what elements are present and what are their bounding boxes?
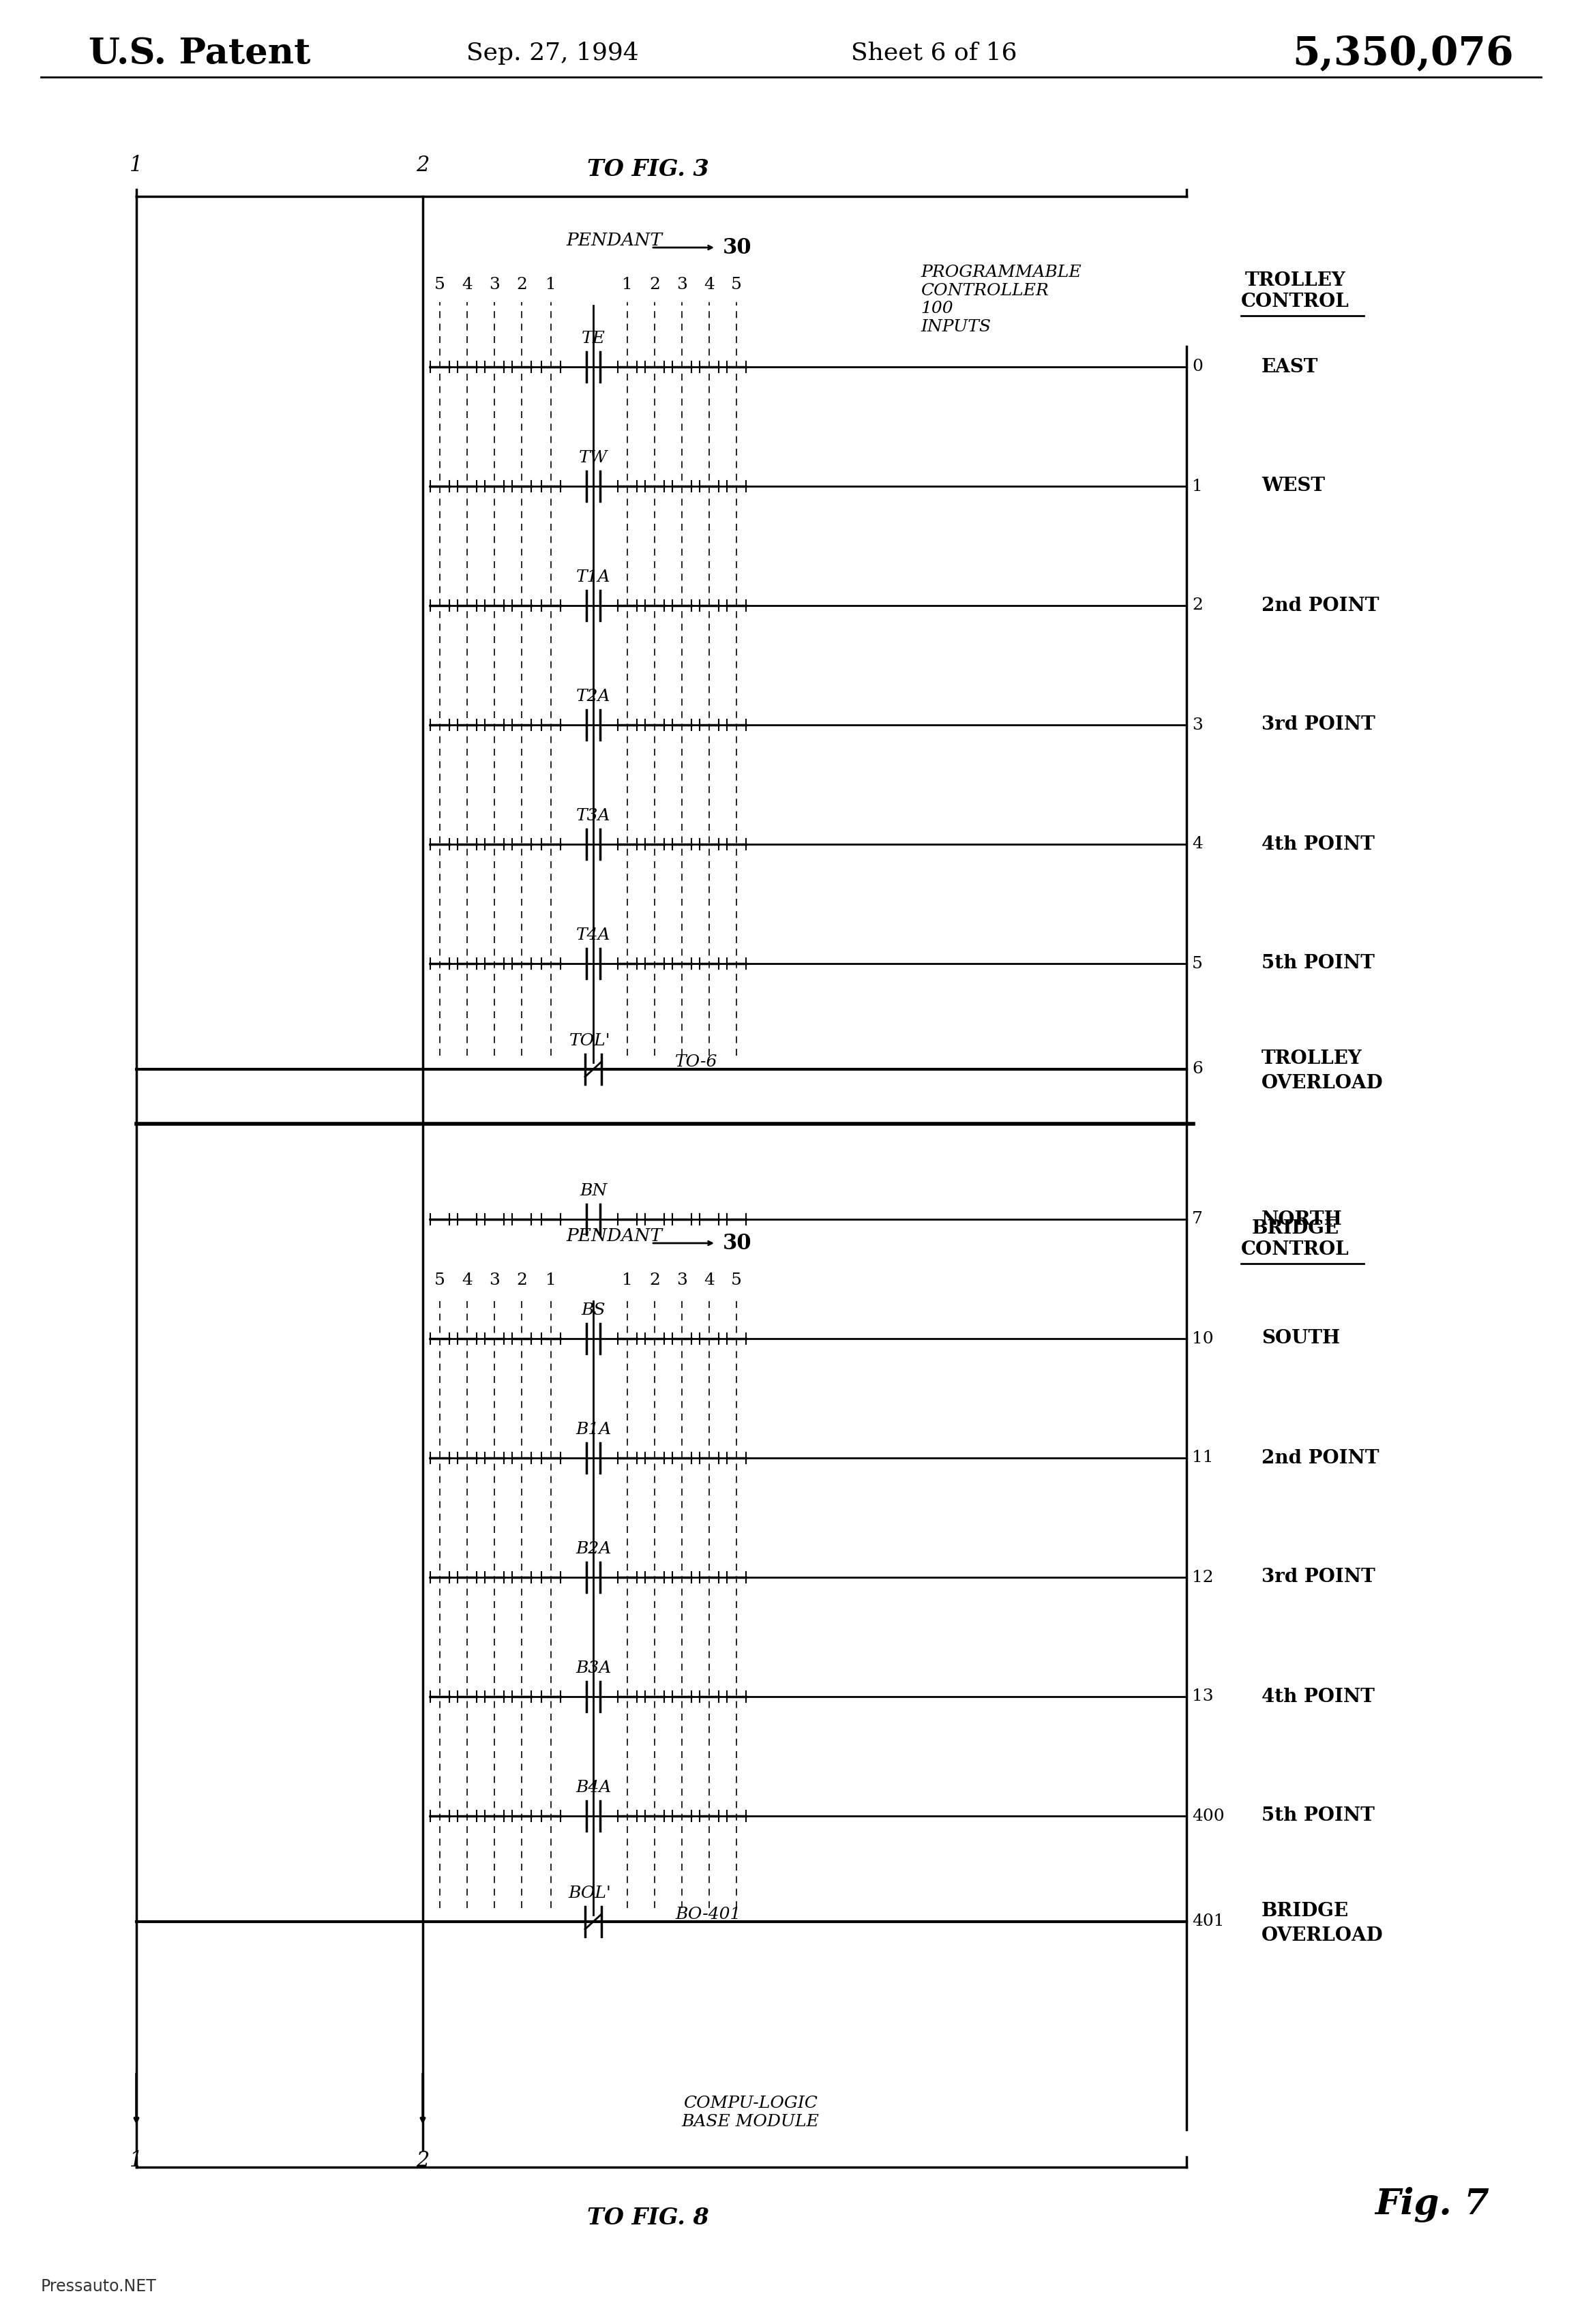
Text: B4A: B4A (576, 1780, 611, 1796)
Text: PROGRAMMABLE
CONTROLLER
100
INPUTS: PROGRAMMABLE CONTROLLER 100 INPUTS (921, 265, 1081, 335)
Text: T2A: T2A (576, 688, 611, 704)
Text: 5: 5 (731, 277, 742, 293)
Text: 3: 3 (489, 277, 500, 293)
Text: 2: 2 (416, 2150, 429, 2171)
Text: 12: 12 (1191, 1569, 1213, 1585)
Text: Pressauto.NET: Pressauto.NET (41, 2278, 157, 2294)
Text: TW: TW (579, 451, 607, 465)
Text: 2nd POINT: 2nd POINT (1261, 1448, 1380, 1466)
Text: Sep. 27, 1994: Sep. 27, 1994 (467, 42, 639, 65)
Text: 1: 1 (546, 277, 557, 293)
Text: TO FIG. 3: TO FIG. 3 (587, 158, 709, 181)
Text: 30: 30 (723, 237, 751, 258)
Text: 4: 4 (462, 1274, 473, 1287)
Text: BS: BS (581, 1301, 606, 1318)
Text: 7: 7 (1191, 1211, 1202, 1227)
Text: 4th POINT: 4th POINT (1261, 1687, 1375, 1706)
Text: B2A: B2A (576, 1541, 611, 1557)
Text: WEST: WEST (1261, 476, 1326, 495)
Text: BN: BN (579, 1183, 607, 1199)
Text: NORTH: NORTH (1261, 1211, 1343, 1229)
Text: 4: 4 (1191, 837, 1202, 853)
Text: SOUTH: SOUTH (1261, 1329, 1340, 1348)
Text: 1: 1 (1191, 479, 1202, 495)
Text: 3: 3 (489, 1274, 500, 1287)
Text: 5th POINT: 5th POINT (1261, 1806, 1375, 1824)
Text: B3A: B3A (576, 1659, 611, 1676)
Text: TROLLEY
CONTROL: TROLLEY CONTROL (1240, 272, 1349, 311)
Text: 1: 1 (622, 1274, 633, 1287)
Text: 0: 0 (1191, 358, 1202, 374)
Text: 2: 2 (649, 1274, 660, 1287)
Text: 5: 5 (435, 1274, 445, 1287)
Text: BOL': BOL' (568, 1885, 611, 1901)
Text: TROLLEY: TROLLEY (1261, 1050, 1362, 1069)
Text: 3: 3 (677, 1274, 687, 1287)
Text: T4A: T4A (576, 927, 611, 944)
Text: OVERLOAD: OVERLOAD (1261, 1927, 1383, 1945)
Text: 30: 30 (723, 1232, 751, 1253)
Text: TE: TE (581, 330, 606, 346)
Text: 5th POINT: 5th POINT (1261, 955, 1375, 974)
Text: BRIDGE
CONTROL: BRIDGE CONTROL (1240, 1220, 1349, 1260)
Text: 4: 4 (704, 1274, 715, 1287)
Text: B1A: B1A (576, 1422, 611, 1439)
Text: T1A: T1A (576, 569, 611, 586)
Text: 2: 2 (416, 156, 429, 177)
Text: BO-401: BO-401 (676, 1908, 740, 1922)
Text: 1: 1 (622, 277, 633, 293)
Text: TO-6: TO-6 (676, 1055, 718, 1071)
Text: OVERLOAD: OVERLOAD (1261, 1074, 1383, 1092)
Text: 400: 400 (1191, 1808, 1224, 1824)
Text: U.S. Patent: U.S. Patent (89, 35, 310, 70)
Text: 11: 11 (1191, 1450, 1213, 1466)
Text: 6: 6 (1191, 1062, 1202, 1076)
Text: EAST: EAST (1261, 358, 1318, 376)
Text: 1: 1 (546, 1274, 557, 1287)
Text: 2: 2 (649, 277, 660, 293)
Text: 4: 4 (704, 277, 715, 293)
Text: PENDANT: PENDANT (566, 232, 663, 249)
Text: 1: 1 (130, 156, 142, 177)
Text: 2: 2 (1191, 597, 1202, 614)
Text: 3: 3 (677, 277, 687, 293)
Text: 3rd POINT: 3rd POINT (1261, 716, 1375, 734)
Text: 13: 13 (1191, 1690, 1213, 1703)
Text: 2: 2 (516, 1274, 527, 1287)
Text: Fig. 7: Fig. 7 (1375, 2187, 1489, 2222)
Text: 5: 5 (731, 1274, 742, 1287)
Text: 4: 4 (462, 277, 473, 293)
Text: 2nd POINT: 2nd POINT (1261, 597, 1380, 616)
Text: T3A: T3A (576, 809, 611, 823)
Text: 5: 5 (435, 277, 445, 293)
Text: 3rd POINT: 3rd POINT (1261, 1569, 1375, 1587)
Text: Sheet 6 of 16: Sheet 6 of 16 (851, 42, 1017, 65)
Text: PENDANT: PENDANT (566, 1227, 663, 1246)
Text: COMPU-LOGIC
BASE MODULE: COMPU-LOGIC BASE MODULE (682, 2096, 819, 2129)
Text: TOL': TOL' (570, 1034, 611, 1048)
Text: 1: 1 (130, 2150, 142, 2171)
Text: 2: 2 (516, 277, 527, 293)
Text: BRIDGE: BRIDGE (1261, 1903, 1349, 1920)
Text: TO FIG. 8: TO FIG. 8 (587, 2208, 709, 2229)
Text: 3: 3 (1191, 718, 1202, 732)
Text: 5,350,076: 5,350,076 (1292, 35, 1514, 72)
Text: 5: 5 (1191, 955, 1202, 971)
Text: 10: 10 (1191, 1332, 1213, 1346)
Text: 401: 401 (1191, 1915, 1224, 1929)
Text: 4th POINT: 4th POINT (1261, 834, 1375, 853)
